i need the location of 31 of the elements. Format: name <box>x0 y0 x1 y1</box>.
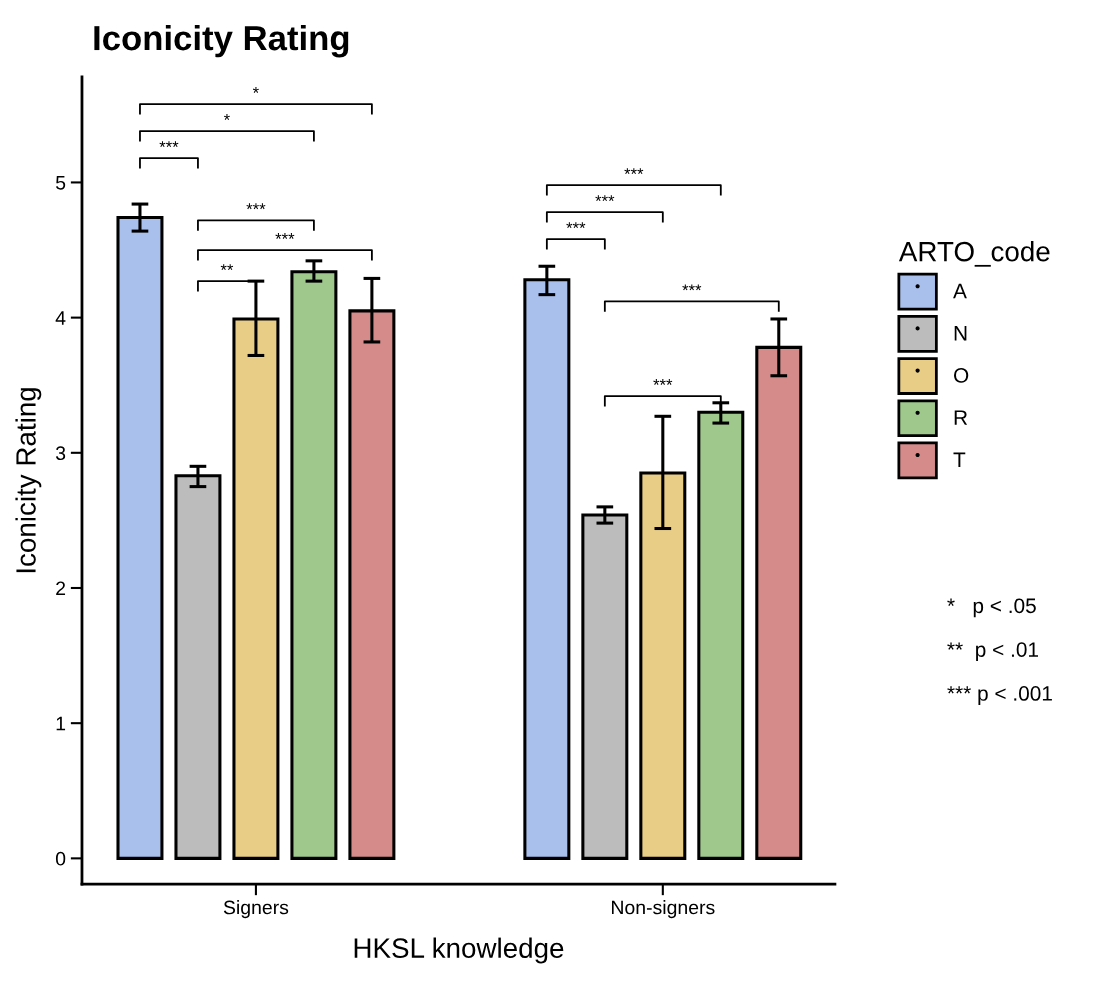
annotation: *** <box>624 168 644 175</box>
annotation: ** <box>220 264 234 271</box>
chart-title: Iconicity Rating <box>94 24 349 58</box>
text: *** p < .001 <box>947 686 1052 705</box>
annotation: *** <box>653 379 673 385</box>
legend-label: A <box>953 283 967 299</box>
annotation: *** <box>682 284 702 291</box>
legend-label: T <box>953 452 966 467</box>
annotation: * <box>223 114 230 120</box>
y-tick-label: 2 <box>56 581 66 596</box>
x-axis-title: HKSL knowledge <box>354 937 564 964</box>
annotation: * <box>252 87 259 93</box>
annotation: *** <box>595 195 615 202</box>
x-tick-label: Signers <box>223 900 289 919</box>
annotation: *** <box>159 141 179 147</box>
y-axis-title: Iconicity Rating <box>15 388 42 573</box>
text: * p < .05 <box>947 598 1036 618</box>
x-tick-label: Non-signers <box>612 900 715 919</box>
legend-label: O <box>954 368 969 383</box>
annotation: *** <box>275 233 295 239</box>
y-tick-label: 4 <box>55 311 66 325</box>
y-tick-label: 3 <box>55 446 66 461</box>
text: ** p < .01 <box>947 642 1039 662</box>
y-tick-label: 0 <box>55 851 66 866</box>
legend-label: R <box>954 410 968 425</box>
y-tick-label: 5 <box>55 176 66 190</box>
legend-title: ARTO_code <box>898 241 1050 267</box>
y-tick-label: 1 <box>56 716 66 731</box>
legend-label: N <box>954 326 967 341</box>
annotation: *** <box>246 203 266 210</box>
annotation: *** <box>566 222 586 229</box>
